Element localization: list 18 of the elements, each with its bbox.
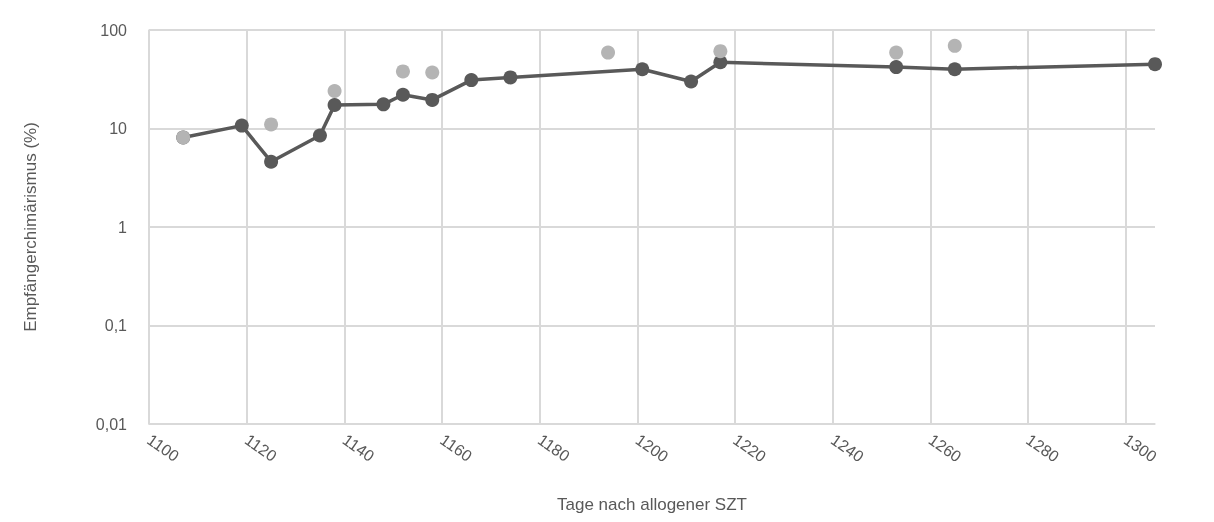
x-tick-label: 1200 [632, 431, 672, 466]
y-tick-label: 1 [118, 218, 128, 236]
x-tick-label: 1300 [1120, 431, 1160, 466]
y-axis-title: Empfängerchimärismus (%) [21, 122, 40, 332]
x-tick-label: 1160 [437, 431, 476, 465]
x-axis-title: Tage nach allogener SZT [557, 495, 747, 514]
x-tick-label: 1240 [827, 431, 867, 466]
x-tick-label: 1280 [1023, 431, 1063, 466]
x-tick-label: 1120 [241, 431, 280, 465]
y-tick-label: 10 [109, 120, 128, 137]
x-tick-label: 1260 [925, 431, 965, 466]
x-tick-label: 1180 [534, 431, 573, 465]
x-tick-label: 1220 [730, 431, 770, 466]
x-tick-label: 1100 [144, 431, 183, 465]
y-tick-label: 100 [100, 21, 128, 39]
y-tick-label: 0,1 [104, 317, 128, 334]
y-tick-label: 0,01 [95, 415, 128, 433]
x-tick-label: 1140 [339, 431, 378, 465]
